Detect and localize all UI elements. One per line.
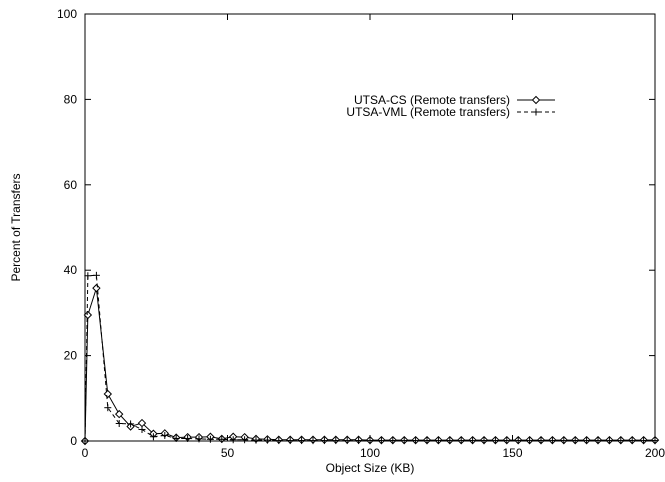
y-tick-label: 40: [64, 263, 78, 277]
x-tick-label: 200: [645, 446, 665, 460]
series-2-point: [355, 437, 363, 445]
series-2-point: [184, 434, 192, 442]
series-1-point: [114, 409, 124, 419]
x-tick-label: 0: [82, 446, 89, 460]
series-2-point: [332, 437, 340, 445]
series-2-point: [617, 437, 625, 445]
series-layer: [80, 271, 660, 446]
series-2-point: [389, 437, 397, 445]
series-2-point: [218, 435, 226, 443]
series-2-point: [309, 437, 317, 445]
x-axis-title: Object Size (KB): [326, 461, 415, 475]
series-2-point: [81, 437, 89, 445]
series-2-point: [161, 431, 169, 439]
series-2-point: [286, 437, 294, 445]
series-2-point: [377, 437, 385, 445]
y-tick-label: 20: [64, 349, 78, 363]
series-2-point: [583, 437, 591, 445]
legend-label: UTSA-VML (Remote transfers): [346, 105, 510, 119]
series-2-point: [84, 272, 92, 280]
series-2-point: [514, 437, 522, 445]
series-2-point: [275, 437, 283, 445]
series-2-point: [594, 437, 602, 445]
series-2-point: [491, 437, 499, 445]
y-axis-title: Percent of Transfers: [9, 173, 23, 281]
series-2-point: [115, 419, 123, 427]
series-2-point: [138, 425, 146, 433]
series-2-point: [229, 436, 237, 444]
series-2-point: [343, 437, 351, 445]
series-2-point: [206, 435, 214, 443]
series-2-point: [503, 437, 511, 445]
series-2-point: [469, 437, 477, 445]
series-2-point: [434, 437, 442, 445]
series-2-point: [571, 437, 579, 445]
series-2-point: [480, 437, 488, 445]
series-2-point: [640, 437, 648, 445]
series-2-point: [400, 437, 408, 445]
series-2-point: [651, 437, 659, 445]
series-2-point: [560, 437, 568, 445]
legend-marker: [531, 95, 541, 105]
x-tick-label: 100: [360, 446, 380, 460]
y-tick-label: 80: [64, 92, 78, 106]
series-2-point: [446, 437, 454, 445]
series-2-point: [548, 437, 556, 445]
series-2-point: [104, 404, 112, 412]
series-2-point: [252, 436, 260, 444]
series-1-point: [103, 389, 113, 399]
x-tick-label: 50: [221, 446, 235, 460]
y-tick-label: 60: [64, 178, 78, 192]
series-2-line: [84, 274, 655, 442]
series-2-point: [537, 437, 545, 445]
series-2-point: [195, 435, 203, 443]
legend: UTSA-CS (Remote transfers)UTSA-VML (Remo…: [346, 93, 555, 119]
series-2-point: [241, 436, 249, 444]
y-tick-label: 0: [70, 434, 77, 448]
series-2-point: [366, 437, 374, 445]
series-2-point: [127, 420, 135, 428]
series-2: [81, 271, 659, 445]
series-1-point: [83, 310, 93, 320]
legend-label: UTSA-CS (Remote transfers): [354, 93, 510, 107]
legend-marker: [532, 108, 540, 116]
series-2-point: [298, 437, 306, 445]
series-2-point: [92, 271, 100, 279]
series-2-point: [412, 437, 420, 445]
y-tick-label: 100: [57, 7, 77, 21]
series-2-point: [320, 437, 328, 445]
series-2-point: [605, 437, 613, 445]
series-2-point: [172, 434, 180, 442]
series-2-point: [526, 437, 534, 445]
series-1-line: [84, 287, 655, 442]
series-1-point: [92, 283, 101, 293]
series-2-point: [628, 437, 636, 445]
x-tick-label: 150: [502, 446, 522, 460]
series-2-point: [263, 436, 271, 444]
series-2-point: [457, 437, 465, 445]
series-2-point: [423, 437, 431, 445]
series-2-point: [149, 433, 157, 441]
